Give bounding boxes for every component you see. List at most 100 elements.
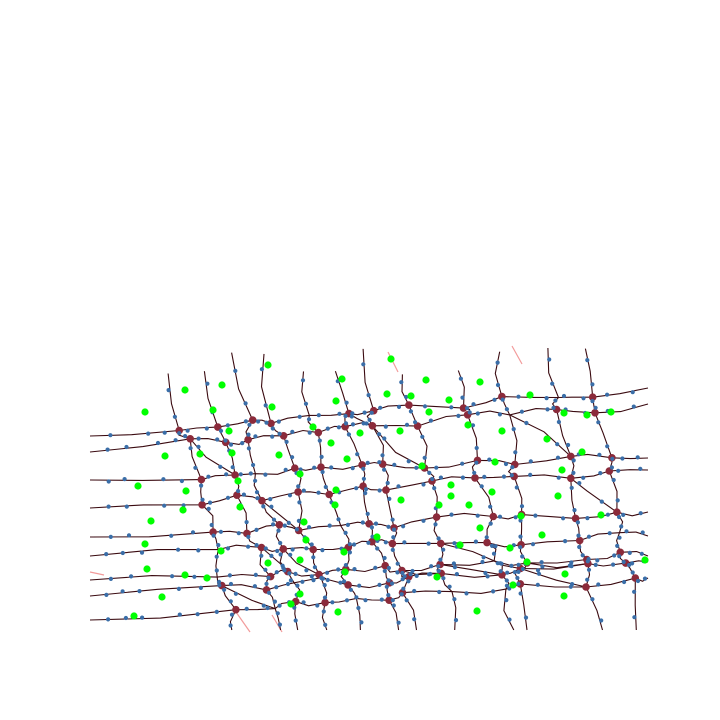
junction-node[interactable] <box>294 488 302 496</box>
junction-node[interactable] <box>267 419 275 428</box>
junction-node[interactable] <box>279 545 288 553</box>
poi-marker[interactable] <box>327 439 335 447</box>
junction-node[interactable] <box>344 581 352 589</box>
poi-marker[interactable] <box>334 608 342 616</box>
junction-node[interactable] <box>233 491 241 500</box>
junction-node[interactable] <box>258 496 266 505</box>
junction-node[interactable] <box>275 521 284 529</box>
poi-marker[interactable] <box>296 556 304 564</box>
poi-marker[interactable] <box>236 503 244 511</box>
junction-node[interactable] <box>368 422 377 430</box>
poi-marker[interactable] <box>182 487 190 495</box>
poi-marker[interactable] <box>225 427 233 435</box>
poi-marker[interactable] <box>554 492 562 500</box>
poi-marker[interactable] <box>338 375 346 383</box>
junction-node[interactable] <box>279 432 288 440</box>
poi-marker[interactable] <box>583 411 591 419</box>
poi-marker[interactable] <box>309 423 317 431</box>
junction-node[interactable] <box>591 409 599 417</box>
poi-marker[interactable] <box>558 466 566 474</box>
junction-node[interactable] <box>616 548 625 557</box>
junction-node[interactable] <box>317 463 325 472</box>
poi-marker[interactable] <box>302 536 310 544</box>
poi-marker[interactable] <box>407 392 415 400</box>
poi-marker[interactable] <box>340 548 348 556</box>
junction-node[interactable] <box>232 605 240 614</box>
poi-marker[interactable] <box>203 574 211 582</box>
poi-marker[interactable] <box>332 486 340 494</box>
poi-marker[interactable] <box>560 409 568 417</box>
junction-node[interactable] <box>309 545 318 554</box>
poi-marker[interactable] <box>147 517 155 525</box>
poi-marker[interactable] <box>543 435 551 443</box>
junction-node[interactable] <box>388 539 397 548</box>
poi-marker[interactable] <box>607 408 615 416</box>
poi-marker[interactable] <box>141 540 149 548</box>
poi-marker[interactable] <box>425 408 433 416</box>
poi-marker[interactable] <box>397 496 405 504</box>
poi-marker[interactable] <box>578 448 586 456</box>
junction-node[interactable] <box>214 423 222 431</box>
poi-marker[interactable] <box>143 565 151 573</box>
junction-node[interactable] <box>186 435 194 443</box>
junction-node[interactable] <box>321 598 329 607</box>
poi-marker[interactable] <box>181 571 189 579</box>
junction-node[interactable] <box>405 401 413 409</box>
poi-marker[interactable] <box>343 455 351 463</box>
poi-marker[interactable] <box>228 449 236 457</box>
poi-marker[interactable] <box>196 450 204 458</box>
poi-marker[interactable] <box>141 408 149 416</box>
poi-marker[interactable] <box>275 451 283 459</box>
poi-marker[interactable] <box>396 427 404 435</box>
poi-marker[interactable] <box>476 524 484 532</box>
junction-node[interactable] <box>231 471 239 479</box>
poi-marker[interactable] <box>476 378 484 386</box>
poi-marker[interactable] <box>526 391 534 399</box>
poi-marker[interactable] <box>517 512 525 520</box>
poi-marker[interactable] <box>234 477 242 485</box>
junction-node[interactable] <box>571 514 580 523</box>
junction-node[interactable] <box>197 475 206 484</box>
junction-node[interactable] <box>257 543 266 552</box>
junction-node[interactable] <box>358 461 366 469</box>
junction-node[interactable] <box>483 538 491 547</box>
poi-marker[interactable] <box>296 470 304 478</box>
junction-node[interactable] <box>436 539 445 548</box>
poi-marker[interactable] <box>488 488 496 496</box>
poi-marker[interactable] <box>445 396 453 404</box>
junction-node[interactable] <box>567 474 575 483</box>
junction-node[interactable] <box>459 404 468 412</box>
junction-node[interactable] <box>432 513 441 521</box>
poi-marker[interactable] <box>433 573 441 581</box>
poi-marker[interactable] <box>287 600 295 608</box>
junction-node[interactable] <box>382 486 390 494</box>
junction-node[interactable] <box>588 393 597 402</box>
junction-node[interactable] <box>244 435 252 444</box>
poi-marker[interactable] <box>465 501 473 509</box>
poi-marker[interactable] <box>134 482 142 490</box>
poi-marker[interactable] <box>264 361 272 369</box>
poi-marker[interactable] <box>341 568 349 576</box>
junction-node[interactable] <box>613 508 621 516</box>
poi-marker[interactable] <box>181 386 189 394</box>
poi-marker[interactable] <box>158 593 166 601</box>
poi-marker[interactable] <box>509 581 517 589</box>
poi-marker[interactable] <box>217 547 225 555</box>
poi-marker[interactable] <box>161 452 169 460</box>
poi-marker[interactable] <box>300 518 308 526</box>
junction-node[interactable] <box>489 512 498 521</box>
poi-marker[interactable] <box>387 355 395 363</box>
poi-marker[interactable] <box>464 421 472 429</box>
poi-marker[interactable] <box>641 556 649 564</box>
junction-node[interactable] <box>198 501 206 509</box>
poi-marker[interactable] <box>331 501 339 509</box>
poi-marker[interactable] <box>130 612 138 620</box>
junction-node[interactable] <box>314 428 323 437</box>
poi-marker[interactable] <box>218 381 226 389</box>
poi-marker[interactable] <box>498 427 506 435</box>
junction-node[interactable] <box>582 583 590 591</box>
junction-node[interactable] <box>385 596 393 604</box>
poi-marker[interactable] <box>422 376 430 384</box>
poi-marker[interactable] <box>264 559 272 567</box>
junction-node[interactable] <box>575 536 584 545</box>
